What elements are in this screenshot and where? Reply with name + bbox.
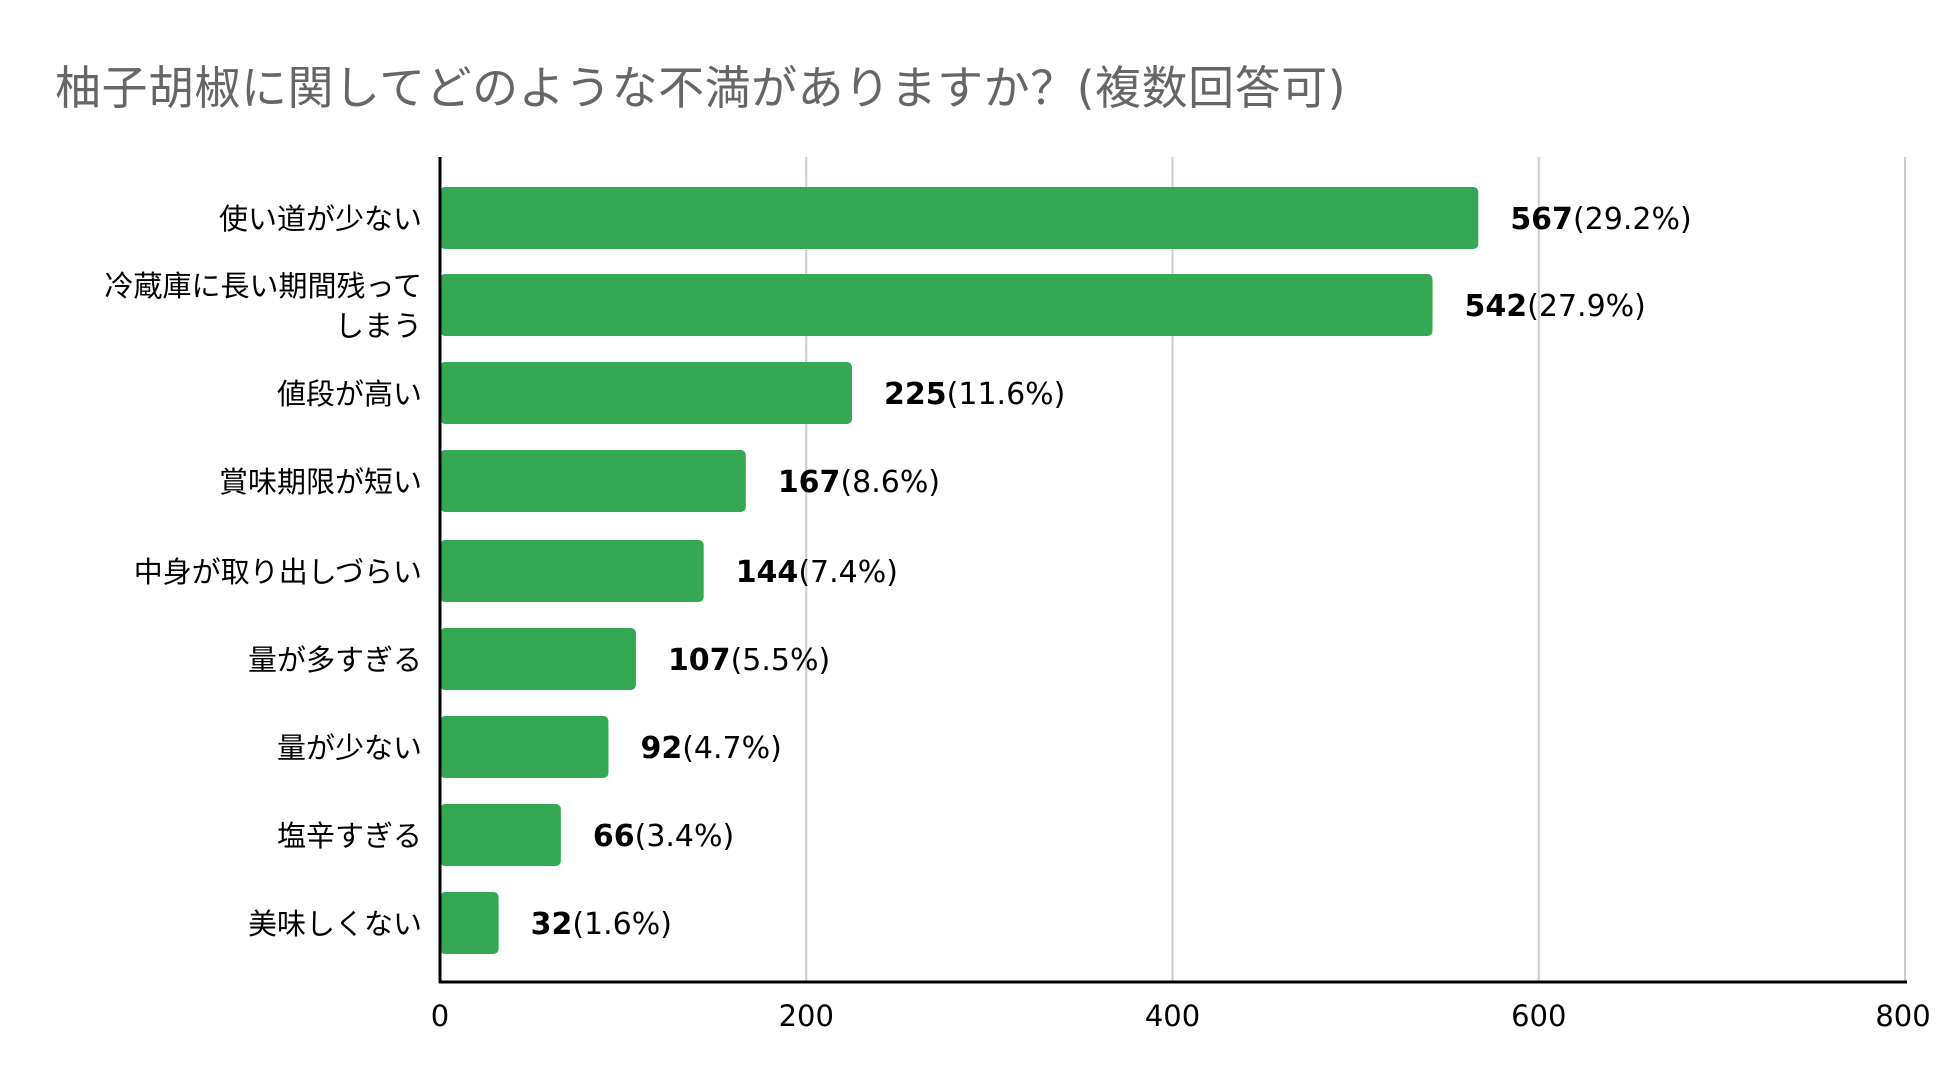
data-label-percent-3: (8.6%) (840, 465, 940, 500)
data-label-value-6: 92 (640, 731, 682, 766)
data-label-percent-1: (27.9%) (1527, 289, 1646, 324)
bar-7 (440, 804, 561, 866)
x-tick-label-400: 400 (1145, 999, 1200, 1033)
category-label-line-2-0: 値段が高い (277, 377, 422, 411)
category-label-6: 量が少ない (277, 731, 422, 765)
bar-5 (440, 628, 636, 690)
data-label-value-4: 144 (736, 555, 799, 590)
data-label-7: 66(3.4%) (593, 819, 734, 854)
data-label-6: 92(4.7%) (640, 731, 781, 766)
data-label-value-5: 107 (668, 643, 731, 678)
category-label-line-8-0: 美味しくない (248, 907, 422, 941)
bar-4 (440, 540, 704, 602)
category-label-line-4-0: 中身が取り出しづらい (134, 555, 422, 589)
bar-8 (440, 892, 499, 954)
category-label-line-3-0: 賞味期限が短い (219, 465, 422, 499)
data-label-value-1: 542 (1465, 289, 1528, 324)
data-label-value-7: 66 (593, 819, 635, 854)
data-label-percent-4: (7.4%) (798, 555, 898, 590)
x-tick-label-600: 600 (1511, 999, 1566, 1033)
data-label-percent-2: (11.6%) (947, 377, 1066, 412)
data-label-5: 107(5.5%) (668, 643, 830, 678)
chart-title: 柚子胡椒に関してどのような不満がありますか？(複数回答可) (55, 61, 1347, 115)
x-tick-label-200: 200 (779, 999, 834, 1033)
category-label-line-1-1: しまう (335, 309, 422, 343)
data-label-1: 542(27.9%) (1465, 289, 1646, 324)
data-label-percent-8: (1.6%) (572, 907, 672, 942)
category-label-line-7-0: 塩辛すぎる (277, 819, 422, 853)
x-tick-label-800: 800 (1875, 999, 1930, 1033)
data-label-3: 167(8.6%) (778, 465, 940, 500)
bar-6 (440, 716, 609, 778)
bar-1 (440, 274, 1433, 336)
data-label-4: 144(7.4%) (736, 555, 898, 590)
bar-0 (440, 187, 1479, 249)
data-label-percent-0: (29.2%) (1573, 202, 1692, 237)
data-label-percent-7: (3.4%) (635, 819, 735, 854)
category-label-2: 値段が高い (277, 377, 422, 411)
x-tick-label-0: 0 (431, 999, 449, 1033)
bar-3 (440, 450, 746, 512)
category-label-line-1-0: 冷蔵庫に長い期間残って (104, 269, 422, 303)
category-label-1: 冷蔵庫に長い期間残ってしまう (104, 269, 422, 343)
category-label-7: 塩辛すぎる (277, 819, 422, 853)
category-label-3: 賞味期限が短い (219, 465, 422, 499)
data-label-2: 225(11.6%) (884, 377, 1065, 412)
data-label-value-0: 567 (1510, 202, 1573, 237)
data-label-value-2: 225 (884, 377, 947, 412)
category-label-line-0-0: 使い道が少ない (219, 202, 422, 236)
data-label-0: 567(29.2%) (1510, 202, 1691, 237)
category-label-0: 使い道が少ない (219, 202, 422, 236)
data-label-percent-6: (4.7%) (682, 731, 782, 766)
data-label-8: 32(1.6%) (531, 907, 672, 942)
category-label-8: 美味しくない (248, 907, 422, 941)
data-label-value-8: 32 (531, 907, 573, 942)
category-label-5: 量が多すぎる (248, 643, 422, 677)
data-label-percent-5: (5.5%) (731, 643, 831, 678)
bar-2 (440, 362, 853, 424)
category-label-line-5-0: 量が多すぎる (248, 643, 422, 677)
category-label-4: 中身が取り出しづらい (134, 555, 422, 589)
data-label-value-3: 167 (778, 465, 841, 500)
category-label-line-6-0: 量が少ない (277, 731, 422, 765)
